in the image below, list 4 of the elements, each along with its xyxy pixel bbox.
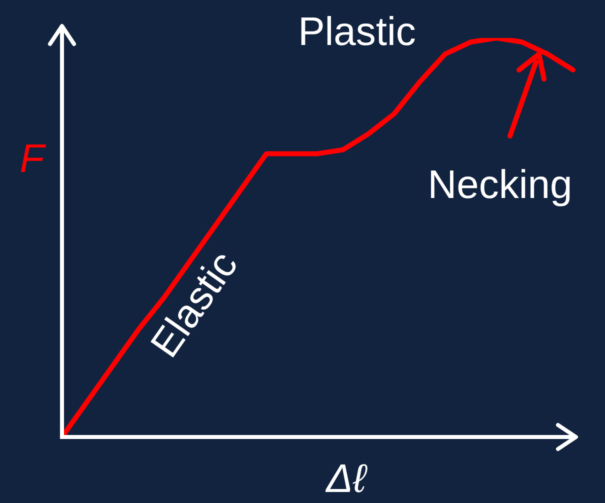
x-axis-title: Δℓ: [325, 457, 368, 501]
annotation: Plastic: [298, 10, 416, 54]
annotation: Necking: [428, 163, 572, 207]
y-axis-title: F: [20, 137, 47, 181]
